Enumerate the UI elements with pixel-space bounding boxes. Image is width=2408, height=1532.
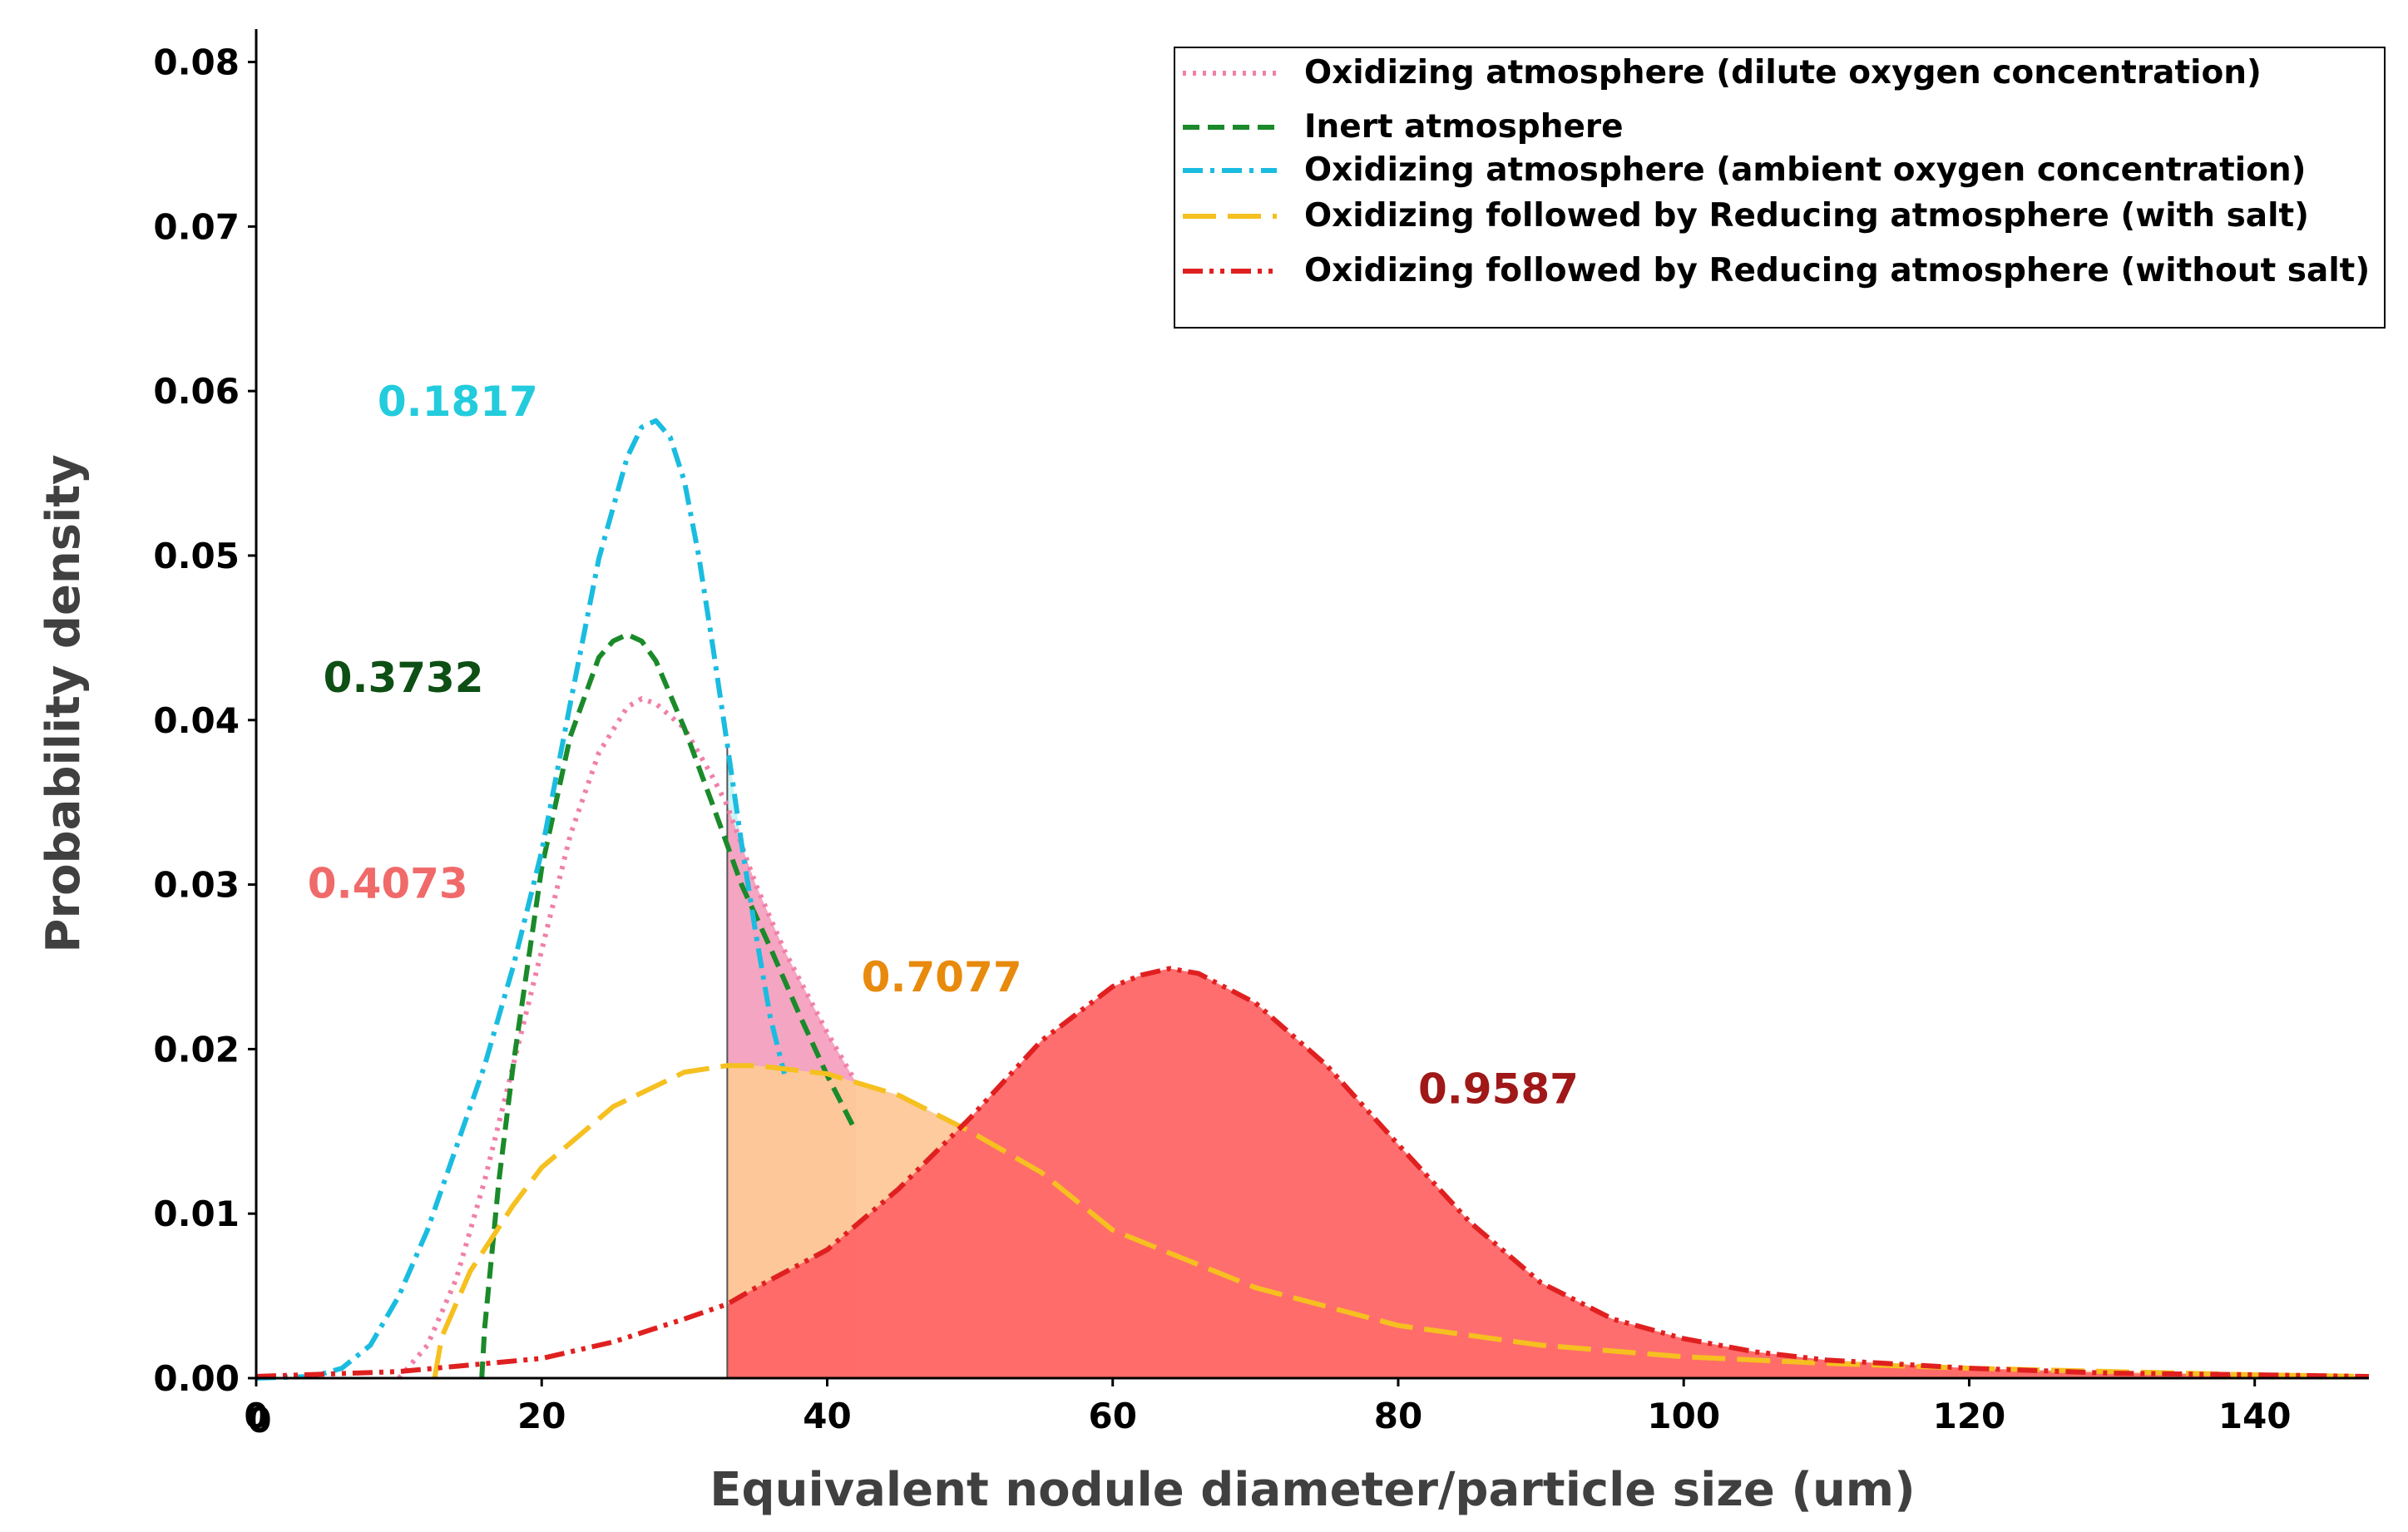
legend-label-oxidizing-atmosphere-ambient-oxygen-concentration: Oxidizing atmosphere (ambient oxygen con… xyxy=(1304,151,2306,189)
legend-label-oxidizing-followed-by-reducing-atmosphere-with-salt: Oxidizing followed by Reducing atmospher… xyxy=(1304,197,2309,235)
x-tick-label: 0 xyxy=(244,1396,268,1436)
x-tick-label: 80 xyxy=(1374,1396,1422,1436)
x-tick-label: 40 xyxy=(803,1396,851,1436)
fill-oxidizing-followed-by-reducing-atmosphere-without-salt xyxy=(727,968,2370,1378)
series-lines xyxy=(255,418,2370,1381)
legend-box xyxy=(1174,47,2386,329)
legend: Oxidizing atmosphere (dilute oxygen conc… xyxy=(1174,47,2386,329)
x-tick-label: 100 xyxy=(1647,1396,1720,1436)
area-annotations: 0.1817 0.3732 0.4073 0.7077 0.9587 xyxy=(308,378,1579,1114)
y-tick-label: 0.01 xyxy=(153,1193,240,1234)
y-tick-label: 0.02 xyxy=(153,1029,240,1070)
axes xyxy=(255,29,2369,1380)
y-tick-label: 0.05 xyxy=(153,536,240,576)
x-axis-title: Equivalent nodule diameter/particle size… xyxy=(710,1463,1916,1517)
legend-items: Oxidizing atmosphere (dilute oxygen conc… xyxy=(1183,54,2370,289)
legend-label-inert-atmosphere: Inert atmosphere xyxy=(1304,108,1624,146)
y-tick-label: 0.08 xyxy=(153,42,240,83)
annotation-0-4073: 0.4073 xyxy=(308,859,468,907)
y-tick-label: 0.04 xyxy=(153,700,240,741)
tail-fills xyxy=(727,744,2370,1378)
legend-label-oxidizing-atmosphere-dilute-oxygen-concentration: Oxidizing atmosphere (dilute oxygen conc… xyxy=(1304,54,2262,91)
series-line-oxidizing-atmosphere-ambient-oxygen-concentration xyxy=(255,418,787,1381)
annotation-0-1817: 0.1817 xyxy=(378,378,538,426)
series-line-oxidizing-atmosphere-dilute-oxygen-concentration xyxy=(397,696,858,1380)
series-line-inert-atmosphere xyxy=(479,631,858,1379)
series-line-oxidizing-followed-by-reducing-atmosphere-without-salt xyxy=(255,966,2370,1379)
y-tick-label: 0.00 xyxy=(153,1358,240,1399)
y-tick-label: 0.07 xyxy=(153,206,240,247)
annotation-0-3732: 0.3732 xyxy=(324,654,484,702)
y-tick-label: 0.06 xyxy=(153,371,240,412)
tick-marks: 0 20 40 60 80 100 120 140 0.00 0.01 0.02 0.03 0.04 0.… xyxy=(153,42,2291,1436)
annotation-0-7077: 0.7077 xyxy=(862,953,1022,1001)
legend-label-oxidizing-followed-by-reducing-atmosphere-without-salt: Oxidizing followed by Reducing atmospher… xyxy=(1304,252,2370,289)
origin-extra-label: 0 xyxy=(247,1400,271,1441)
x-tick-label: 120 xyxy=(1933,1396,2006,1436)
y-tick-label: 0.03 xyxy=(153,865,240,906)
x-tick-label: 20 xyxy=(517,1396,566,1436)
x-tick-label: 140 xyxy=(2218,1396,2292,1436)
annotation-0-9587: 0.9587 xyxy=(1418,1065,1579,1114)
y-axis-title: Probability density xyxy=(37,454,91,952)
x-tick-label: 60 xyxy=(1089,1396,1137,1436)
